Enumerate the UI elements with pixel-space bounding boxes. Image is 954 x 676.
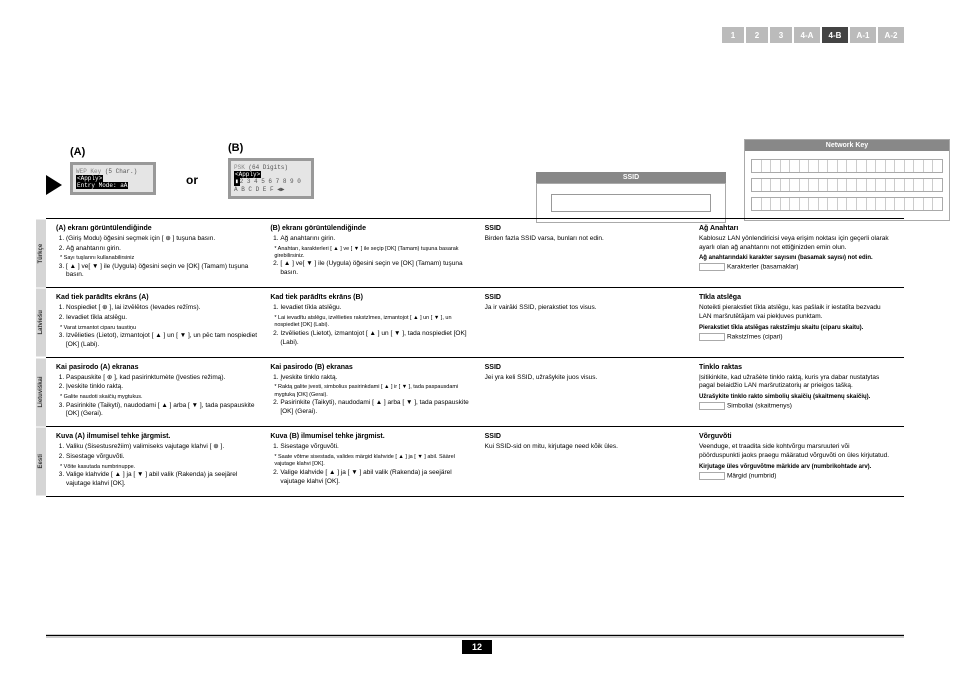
col-d-write: Märgid (numbrid) [699,472,892,481]
col-d-body: Kablosuz LAN yönlendiricisi veya erişim … [699,235,892,253]
or-text: or [186,173,198,187]
col-d-write: Rakstzīmes (cipari) [699,333,892,342]
col-a-title: (A) ekranı görüntülendiğinde [56,225,258,232]
netkey-row[interactable] [751,159,943,173]
col-d-title: Tinklo raktas [699,364,892,371]
col-d-note: Kirjutage üles võrguvõtme märkide arv (n… [699,464,892,470]
col-a-title: Kad tiek parādīts ekrāns (A) [56,294,258,301]
col-a-title: Kuva (A) ilmumisel tehke järgmist. [56,433,258,440]
col-a-body: Nospiediet [ ⊕ ], lai izvēlētos (Ievades… [56,304,258,349]
screen-a-box: WEP Key (5 Char.) <Apply> Entry Mode: aA [70,162,156,196]
screen-a-block: (A) WEP Key (5 Char.) <Apply> Entry Mode… [70,146,156,196]
col-d-body: Noteikti pierakstiet tīkla atslēgu, kas … [699,304,892,322]
col-c-title: SSID [485,294,687,301]
lang-row: Türkçe (A) ekranı görüntülendiğinde (Gir… [46,218,904,288]
col-d-write: Simboliai (skaitmenys) [699,402,892,411]
ssid-entry[interactable] [551,194,711,212]
col-b-title: Kuva (B) ilmumisel tehke järgmist. [270,433,472,440]
lang-row: Lietuviškai Kai pasirodo (A) ekranas Pas… [46,357,904,427]
netkey-header: Network Key [745,140,949,151]
col-b-title: Kai pasirodo (B) ekranas [270,364,472,371]
main-content: (A) WEP Key (5 Char.) <Apply> Entry Mode… [46,142,904,497]
page-number: 12 [462,640,492,654]
col-d-write: Karakterler (basamaklar) [699,263,892,272]
tab-a2[interactable]: A-2 [878,27,904,43]
tab-3[interactable]: 3 [770,27,792,43]
col-d-note: Pierakstiet tīkla atslēgas rakstzīmju sk… [699,325,892,331]
play-icon [46,175,62,195]
col-c-body: Birden fazla SSID varsa, bunları not edi… [485,235,687,244]
col-d-body: Veenduge, et traadita side kohtvõrgu mar… [699,443,892,461]
col-a-body: Valiku (Sisestusrežiim) valimiseks vajut… [56,443,258,488]
page-tabs: 1 2 3 4-A 4-B A-1 A-2 [722,27,904,43]
tab-4b[interactable]: 4-B [822,27,848,43]
col-c-body: Kui SSID-sid on mitu, kirjutage need kõi… [485,443,687,452]
col-d-title: Võrguvõti [699,433,892,440]
col-c-title: SSID [485,433,687,440]
col-d-body: Įsitikinkite, kad užrašėte tinklo raktą,… [699,374,892,392]
col-a-title: Kai pasirodo (A) ekranas [56,364,258,371]
col-d-title: Tīkla atslēga [699,294,892,301]
lang-row: Latviešu Kad tiek parādīts ekrāns (A) No… [46,287,904,357]
col-b-title: Kad tiek parādīts ekrāns (B) [270,294,472,301]
col-c-title: SSID [485,225,687,232]
col-c-title: SSID [485,364,687,371]
netkey-row[interactable] [751,178,943,192]
col-d-note: Užrašykite tinklo rakto simbolių skaičių… [699,394,892,400]
tab-a1[interactable]: A-1 [850,27,876,43]
lang-tab: Türkçe [36,219,46,287]
col-c-body: Ja ir vairāki SSID, pierakstiet tos visu… [485,304,687,313]
screen-b-box: PSK (64 Digits) <Apply> ▮2 3 4 5 6 7 8 9… [228,158,314,199]
col-b-body: Įveskite tinklo raktą. * Raktą galite įv… [270,374,472,417]
ssid-header: SSID [536,172,726,183]
lang-tab: Latviešu [36,288,46,356]
col-b-title: (B) ekranı görüntülendiğinde [270,225,472,232]
footer-line [46,635,904,636]
tab-4a[interactable]: 4-A [794,27,820,43]
tab-1[interactable]: 1 [722,27,744,43]
screen-b-label: (B) [228,142,314,154]
col-b-body: Sisestage võrguvõti. * Saate võtme sises… [270,443,472,486]
top-row: (A) WEP Key (5 Char.) <Apply> Entry Mode… [46,142,904,199]
language-sections: Türkçe (A) ekranı görüntülendiğinde (Gir… [46,218,904,497]
lang-row: Eesti Kuva (A) ilmumisel tehke järgmist.… [46,426,904,496]
tab-2[interactable]: 2 [746,27,768,43]
lang-tab: Lietuviškai [36,358,46,426]
screen-b-block: (B) PSK (64 Digits) <Apply> ▮2 3 4 5 6 7… [228,142,314,199]
col-d-note: Ağ anahtarındaki karakter sayısını (basa… [699,255,892,261]
ssid-box: SSID [536,172,726,223]
col-d-title: Ağ Anahtarı [699,225,892,232]
col-a-body: Paspauskite [ ⊕ ], kad pasirinktumėte (Į… [56,374,258,419]
netkey-row[interactable] [751,197,943,211]
netkey-box: Network Key [744,139,950,221]
col-c-body: Jei yra keli SSID, užrašykite juos visus… [485,374,687,383]
col-b-body: Ievadiet tīkla atslēgu. * Lai ievadītu a… [270,304,472,347]
col-b-body: Ağ anahtarını girin. * Anahtarı, karakte… [270,235,472,278]
screen-a-label: (A) [70,146,156,158]
screen-group: (A) WEP Key (5 Char.) <Apply> Entry Mode… [70,142,314,199]
lang-tab: Eesti [36,427,46,495]
col-a-body: (Giriş Modu) öğesini seçmek için [ ⊕ ] t… [56,235,258,280]
